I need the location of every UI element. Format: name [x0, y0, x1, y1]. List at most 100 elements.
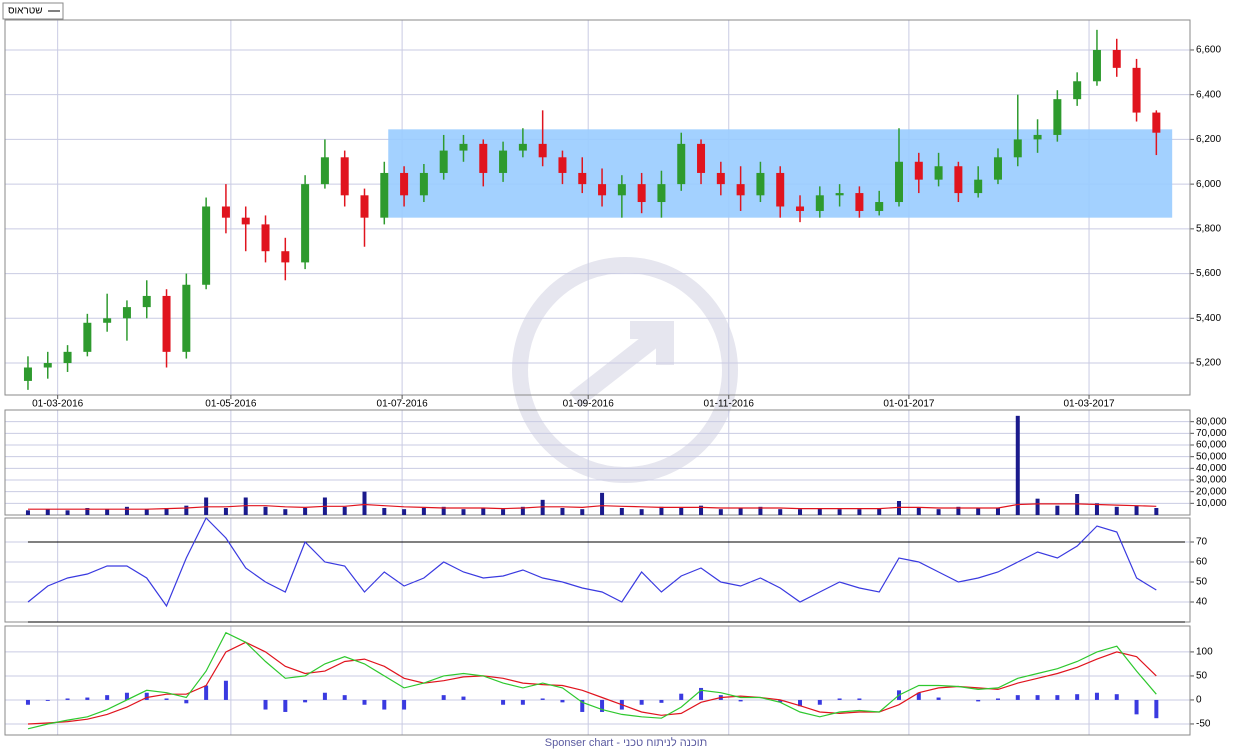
- plot-layer: 5,200 5,400 5,600 5,800 6,000 6,200 6,400 6,600…: [4, 19, 1227, 736]
- y-tick-label: 40: [1196, 597, 1208, 608]
- volume-bar: [560, 508, 565, 515]
- candle-body: [63, 351, 72, 364]
- candle-body: [142, 295, 151, 308]
- x-tick-label: 01-03-2016: [32, 399, 84, 410]
- volume-bar: [619, 508, 624, 515]
- candle-body: [419, 172, 428, 196]
- y-tick-label: 30,000: [1196, 475, 1227, 486]
- histogram-bar: [184, 699, 189, 704]
- panel-frame: [4, 19, 1191, 396]
- candle-body: [974, 179, 983, 194]
- histogram-bar: [916, 692, 921, 700]
- candle-body: [459, 143, 468, 151]
- volume-bar: [45, 509, 50, 515]
- histogram-bar: [699, 687, 704, 700]
- y-tick-label: 5,200: [1196, 358, 1221, 369]
- volume-bar: [540, 499, 545, 515]
- candle-body: [122, 307, 131, 319]
- volume-bar: [995, 508, 1000, 515]
- watermark-arrow: [569, 321, 674, 408]
- y-tick-label: 10,000: [1196, 498, 1227, 509]
- histogram-bar: [45, 699, 50, 701]
- volume-bar: [877, 508, 882, 515]
- volume-bar: [1055, 505, 1060, 515]
- volume-bar: [1035, 498, 1040, 515]
- x-tick-label: 01-11-2016: [704, 399, 755, 410]
- histogram-bar: [342, 695, 347, 700]
- volume-bar: [817, 508, 822, 515]
- candle-body: [241, 217, 250, 225]
- volume-bar: [481, 508, 486, 515]
- histogram-bar: [1015, 695, 1020, 700]
- y-tick-label: 6,400: [1196, 89, 1221, 100]
- histogram-bar: [441, 695, 446, 700]
- volume-average-line: [28, 503, 1157, 510]
- histogram-bar: [283, 699, 288, 712]
- y-tick-label: 50,000: [1196, 451, 1227, 462]
- histogram-bar: [65, 698, 70, 700]
- x-tick-label: 01-09-2016: [563, 399, 615, 410]
- volume-bar: [600, 492, 605, 515]
- histogram-bar: [857, 698, 862, 700]
- y-tick-label: 60,000: [1196, 440, 1227, 451]
- candle-body: [1132, 67, 1141, 113]
- volume-bar: [679, 508, 684, 515]
- candle-body: [162, 295, 171, 352]
- candle-body: [320, 157, 329, 185]
- candle-body: [1073, 81, 1082, 100]
- x-tick-label: 01-03-2017: [1063, 399, 1115, 410]
- x-tick-label: 01-01-2017: [883, 399, 935, 410]
- candle-body: [796, 206, 805, 211]
- candle-body: [677, 143, 686, 185]
- candle-body: [43, 363, 52, 368]
- candle-body: [281, 251, 290, 263]
- candle-body: [380, 172, 389, 218]
- candle-body: [479, 143, 488, 173]
- panel-frame: [4, 409, 1191, 516]
- y-tick-label: 70: [1196, 537, 1208, 548]
- candle-body: [598, 184, 607, 196]
- histogram-bar: [25, 699, 30, 705]
- volume-bar: [501, 509, 506, 515]
- y-tick-label: 5,800: [1196, 223, 1221, 234]
- volume-bar: [441, 506, 446, 515]
- candle-body: [697, 143, 706, 173]
- y-tick-label: 40,000: [1196, 463, 1227, 474]
- histogram-bar: [560, 699, 565, 703]
- y-tick-label: 20,000: [1196, 486, 1227, 497]
- histogram-bar: [639, 699, 644, 705]
- y-tick-label: -50: [1196, 719, 1211, 730]
- candle-body: [657, 184, 666, 203]
- histogram-bar: [1075, 694, 1080, 700]
- candle-body: [439, 150, 448, 173]
- volume-bar: [976, 508, 981, 515]
- candle-body: [83, 322, 92, 352]
- histogram-bar: [976, 699, 981, 702]
- candle-body: [301, 184, 310, 263]
- panel-frame: [4, 625, 1191, 736]
- volume-bar: [283, 509, 288, 515]
- candle-body: [993, 157, 1002, 180]
- signal-line: [27, 641, 1157, 725]
- candle-body: [934, 166, 943, 180]
- histogram-bar: [1035, 695, 1040, 700]
- candle-body: [1152, 112, 1161, 133]
- candle-body: [914, 161, 923, 180]
- histogram-bar: [124, 692, 129, 700]
- x-tick-label: 01-05-2016: [205, 399, 257, 410]
- y-tick-label: 6,200: [1196, 134, 1221, 145]
- histogram-bar: [817, 699, 822, 705]
- candle-body: [400, 172, 409, 196]
- volume-bar: [342, 506, 347, 515]
- volume-bar: [580, 509, 585, 515]
- volume-bar: [916, 508, 921, 515]
- volume-bar: [144, 509, 149, 515]
- watermark: [512, 257, 738, 483]
- histogram-bar: [402, 699, 407, 710]
- volume-bar: [778, 509, 783, 515]
- footer: Sponser chart - תוכנה לניתוח טכני: [545, 736, 707, 749]
- histogram-bar: [164, 698, 169, 700]
- candle-body: [736, 184, 745, 196]
- volume-bar: [65, 510, 70, 515]
